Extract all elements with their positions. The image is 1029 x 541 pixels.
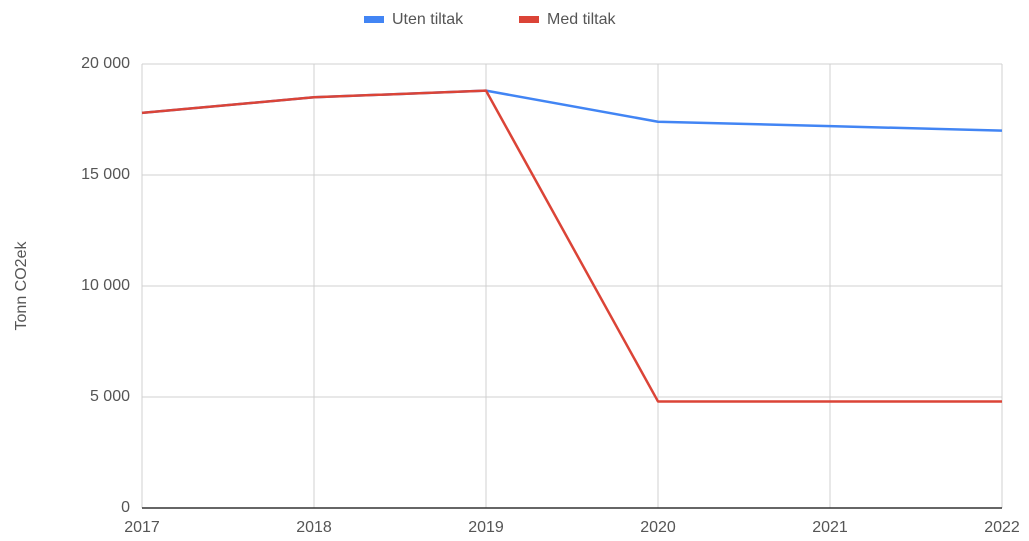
legend-label: Uten tiltak bbox=[392, 11, 464, 28]
series-line bbox=[141, 89, 1003, 132]
legend-swatch bbox=[519, 16, 539, 23]
series-line bbox=[141, 89, 1002, 403]
y-tick-label: 5 000 bbox=[90, 388, 130, 405]
y-axis-label: Tonn CO2ek bbox=[13, 241, 30, 331]
legend-label: Med tiltak bbox=[547, 11, 616, 28]
x-tick-label: 2021 bbox=[812, 519, 848, 536]
x-tick-label: 2017 bbox=[124, 519, 160, 536]
x-tick-label: 2018 bbox=[296, 519, 332, 536]
y-tick-label: 0 bbox=[121, 499, 130, 516]
x-tick-label: 2022 bbox=[984, 519, 1020, 536]
y-tick-label: 20 000 bbox=[81, 55, 130, 72]
y-tick-label: 15 000 bbox=[81, 166, 130, 183]
y-tick-label: 10 000 bbox=[81, 277, 130, 294]
x-tick-label: 2019 bbox=[468, 519, 504, 536]
x-tick-label: 2020 bbox=[640, 519, 676, 536]
legend-swatch bbox=[364, 16, 384, 23]
